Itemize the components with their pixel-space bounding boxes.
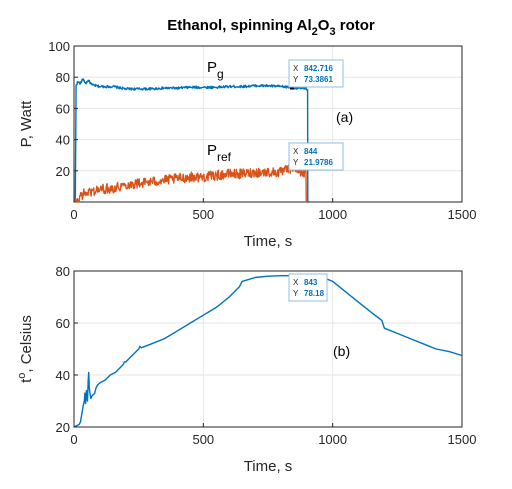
panel-a-ytick-label-0: 20 — [56, 164, 70, 179]
panel-b-xtick-label-3: 1500 — [448, 432, 477, 447]
datatip-t: X 843 Y 78.18 — [288, 273, 328, 302]
panel-a-xtick-label-2: 1000 — [318, 207, 347, 222]
datatip-t-y-label: Y — [293, 289, 299, 298]
panel-a-ytick-label-1: 40 — [56, 133, 70, 148]
panel-a-datatip-marker-0 — [289, 85, 294, 90]
panel-a-ytick-label-3: 80 — [56, 70, 70, 85]
panel-b-frame — [73, 270, 463, 428]
series-line-pref — [73, 162, 307, 203]
datatip-t-y-value: 78.18 — [304, 289, 325, 298]
title-sub-3: 3 — [329, 26, 335, 38]
datatip-pg: X 842.716 Y 73.3861 — [288, 59, 344, 88]
panel-b-ylabel-t: t — [18, 378, 35, 383]
panel-a-frame — [73, 45, 463, 203]
panel-b-ylabel: to, Celsius — [16, 315, 35, 383]
datatip-pref-x-value: 844 — [304, 147, 318, 156]
panel-b: 0 500 1000 1500 20 40 60 80 Time, s to, Celsius… — [16, 264, 476, 475]
datatip-pg-x-label: X — [293, 64, 299, 73]
panel-a-xtick-label-0: 0 — [70, 207, 77, 222]
annotation-pref-p: P — [207, 142, 217, 159]
panel-b-xlabel: Time, s — [244, 458, 293, 475]
datatip-t-x-value: 843 — [304, 278, 318, 287]
panel-b-ticks: 0 500 1000 1500 20 40 60 80 — [56, 264, 477, 447]
datatip-pref: X 844 Y 21.9786 — [288, 142, 344, 171]
datatip-pref-y-value: 21.9786 — [304, 158, 333, 167]
panel-b-xtick-label-2: 1000 — [318, 432, 347, 447]
panel-b-ylabel-rest: , Celsius — [18, 315, 35, 373]
title-part-pre: Ethanol, spinning A — [167, 17, 307, 34]
panel-b-ytick-label-2: 60 — [56, 316, 70, 331]
annotation-b: (b) — [333, 343, 350, 359]
panel-b-ytick-label-1: 40 — [56, 368, 70, 383]
panel-b-ytick-label-3: 80 — [56, 264, 70, 279]
datatip-pg-x-value: 842.716 — [304, 64, 333, 73]
datatip-t-box — [288, 273, 328, 302]
annotation-a: (a) — [336, 109, 353, 125]
title-part-post: rotor — [336, 17, 375, 34]
title-sub-2: 2 — [312, 26, 318, 38]
datatip-t-x-label: X — [293, 278, 299, 287]
chart-title: Ethanol, spinning Al2O3 rotor — [167, 17, 375, 38]
panel-b-xtick-label-0: 0 — [70, 432, 77, 447]
panel-b-ytick-label-0: 20 — [56, 420, 70, 435]
panel-a-ytick-label-2: 60 — [56, 101, 70, 116]
datatip-pg-y-value: 73.3861 — [304, 75, 333, 84]
series-line-pg — [73, 78, 310, 203]
title-part-o: O — [318, 17, 330, 34]
datatip-pref-x-label: X — [293, 147, 299, 156]
panel-a-ylabel: P, Watt — [18, 100, 35, 148]
annotation-pref: Pref — [207, 142, 232, 164]
datatip-pg-box — [288, 59, 344, 88]
datatip-pref-box — [288, 142, 344, 171]
datatip-pg-y-label: Y — [293, 75, 299, 84]
annotation-pg-p: P — [207, 59, 217, 76]
datatip-pref-y-label: Y — [293, 158, 299, 167]
panel-a-xlabel: Time, s — [244, 233, 293, 250]
panel-b-ylabel-sup: o — [16, 373, 28, 379]
annotation-pg: Pg — [207, 59, 224, 81]
panel-a-xtick-label-3: 1500 — [448, 207, 477, 222]
title-part-l: l — [308, 17, 312, 34]
panel-a-xtick-label-1: 500 — [192, 207, 214, 222]
panel-a-ticks: 0 500 1000 1500 20 40 60 80 100 — [48, 39, 476, 222]
annotation-pref-sub: ref — [217, 150, 232, 164]
panel-a-ytick-label-4: 100 — [48, 39, 70, 54]
series-line-t — [73, 275, 463, 428]
panel-b-xtick-label-1: 500 — [192, 432, 214, 447]
annotation-pg-sub: g — [217, 67, 224, 81]
